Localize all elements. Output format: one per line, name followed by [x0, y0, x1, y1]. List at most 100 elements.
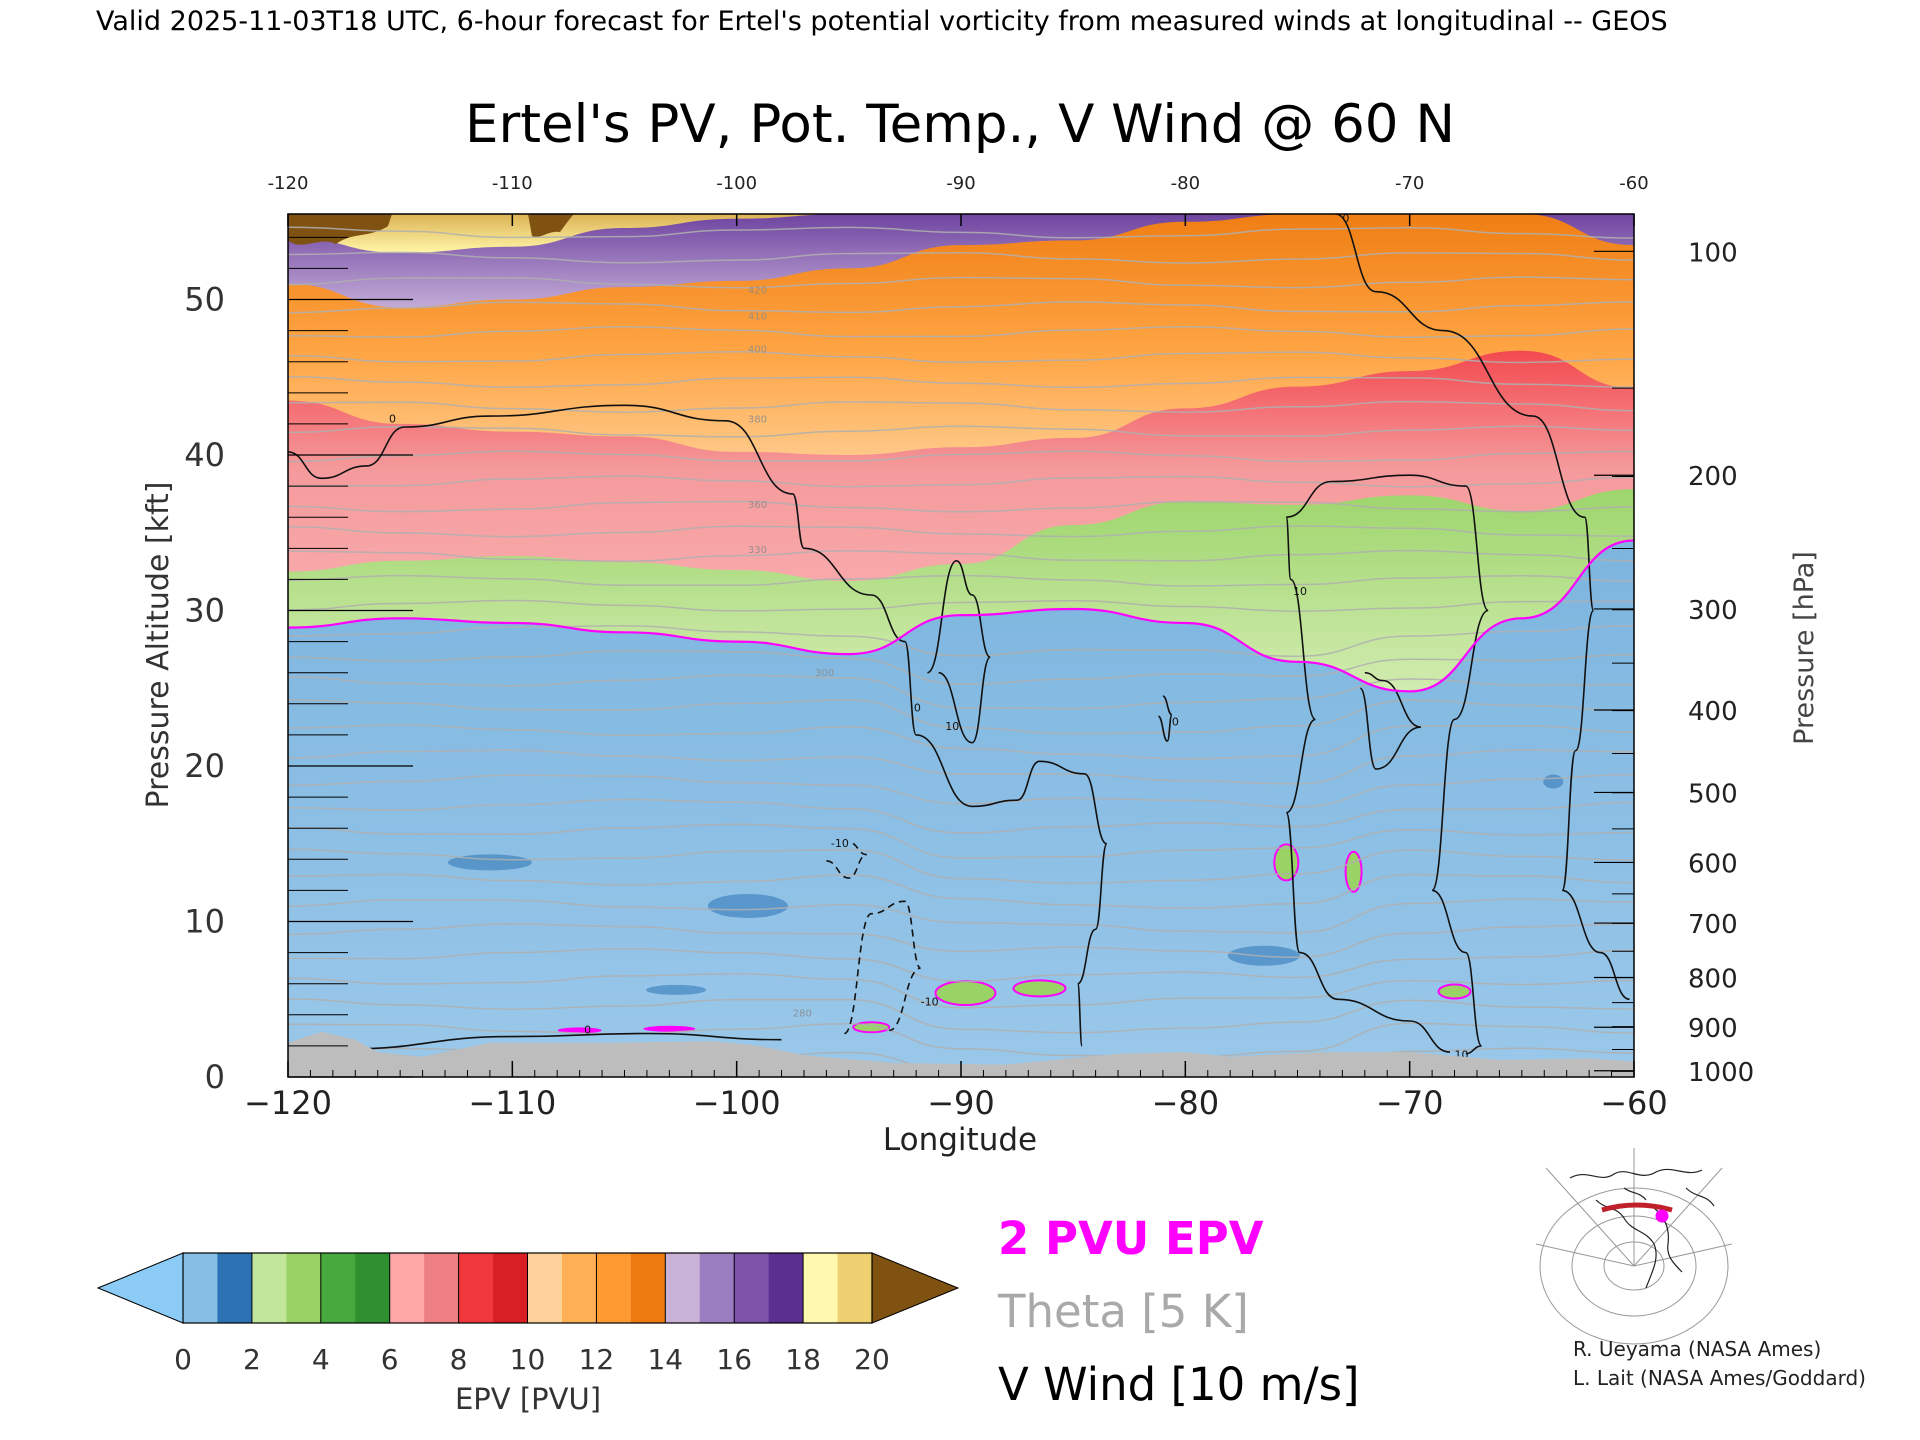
colorbar-segment	[596, 1253, 632, 1323]
pv2-contour	[288, 539, 1634, 693]
y-axis-label-right: Pressure [hPa]	[1789, 551, 1820, 745]
colorbar-segment	[458, 1253, 494, 1323]
v-wind-contour	[344, 1032, 782, 1050]
colorbar-tick-label: 4	[312, 1343, 330, 1376]
colorbar-segment	[527, 1253, 563, 1323]
low-pv-area	[646, 984, 707, 995]
colorbar-tick-label: 0	[174, 1343, 192, 1376]
x-axis-label: Longitude	[883, 1122, 1037, 1158]
x-top-tick-label: -70	[1395, 173, 1424, 194]
y-right-tick-label: 800	[1688, 964, 1738, 994]
y-right-tick-label: 900	[1688, 1014, 1738, 1044]
theta-contour	[288, 276, 1634, 289]
low-pv-area	[707, 893, 788, 918]
theta-contour	[288, 749, 1634, 785]
colorbar-segment	[183, 1253, 218, 1323]
v-wind-contour	[1286, 474, 1489, 1055]
theta-contour	[288, 574, 1634, 587]
colorbar-tick-label: 10	[510, 1343, 546, 1376]
y-right-tick-label: 300	[1688, 596, 1738, 626]
theta-contour	[288, 251, 1634, 264]
colorbar-segment	[768, 1253, 804, 1323]
v-wind-contour	[1285, 516, 1451, 1053]
theta-contour	[288, 350, 1634, 364]
theta-label: 420	[748, 285, 767, 296]
x-tick-label: −80	[1152, 1084, 1220, 1122]
theta-contour	[288, 823, 1634, 859]
y-right-tick-label: 100	[1688, 238, 1738, 268]
colorbar-segment	[424, 1253, 460, 1323]
colorbar-segment	[217, 1253, 253, 1323]
pv-blob	[1012, 979, 1067, 998]
theta-contour	[288, 898, 1634, 934]
theta-contour	[288, 450, 1634, 463]
v-wind-contour	[1157, 695, 1173, 742]
v-wind-label: 0	[1342, 212, 1349, 225]
colorbar-under-arrow	[96, 1252, 184, 1324]
x-tick-label: −110	[468, 1084, 556, 1122]
theta-contour	[288, 1022, 1634, 1058]
terrain-mask	[288, 1031, 1634, 1077]
legend: 2 PVU EPV Theta [5 K] V Wind [10 m/s]	[997, 1212, 1360, 1411]
theta-label: 400	[748, 344, 767, 355]
low-pv-area	[1543, 774, 1564, 789]
v-wind-contour	[826, 841, 868, 879]
x-top-tick-label: -110	[492, 173, 533, 194]
colorbar-tick-label: 14	[647, 1343, 683, 1376]
v-wind-contour	[1335, 214, 1630, 1001]
theta-contour	[288, 549, 1634, 562]
x-top-tick-label: -60	[1619, 173, 1648, 194]
pv-blob	[1437, 983, 1472, 1000]
colorbar-segment	[355, 1253, 391, 1323]
theta-contour	[288, 425, 1634, 438]
v-wind-contour	[1359, 671, 1422, 770]
theta-label: 330	[748, 545, 767, 556]
colorbar-tick-label: 8	[450, 1343, 468, 1376]
theta-contour	[288, 624, 1634, 658]
colorbar-over-arrow	[871, 1252, 960, 1324]
y-right-tick-label: 600	[1688, 849, 1738, 879]
theta-label: 360	[748, 500, 767, 511]
v-wind-label: 10	[1293, 585, 1307, 598]
theta-contour	[288, 873, 1634, 909]
colorbar-segment	[699, 1253, 735, 1323]
colorbar-frame	[182, 1252, 873, 1324]
v-wind-label: 0	[584, 1023, 591, 1036]
credit-line-2: L. Lait (NASA Ames/Goddard)	[1573, 1366, 1866, 1390]
x-tick-label: −60	[1600, 1084, 1668, 1122]
theta-contour	[288, 375, 1634, 389]
colorbar-segment	[320, 1253, 356, 1323]
colorbar-segment	[251, 1253, 287, 1323]
y-tick-label: 50	[184, 281, 225, 319]
inset-map	[1535, 1148, 1733, 1345]
v-wind-label: 10	[945, 720, 959, 733]
x-top-tick-label: -90	[946, 173, 975, 194]
colorbar-tick-label: 2	[243, 1343, 261, 1376]
epv-colorbar: 0 2 4 6 8 10 12 14 16 18 20	[96, 1252, 960, 1376]
colorbar-segment	[665, 1253, 701, 1323]
theta-contour	[288, 923, 1634, 958]
colorbar-tick-label: 18	[785, 1343, 821, 1376]
x-top-tick-label: -120	[268, 173, 309, 194]
theta-contour	[288, 475, 1634, 488]
colorbar-segment	[286, 1253, 322, 1323]
theta-label: 410	[748, 312, 767, 323]
band-pv-18-20	[288, 214, 1634, 253]
v-wind-contour	[843, 900, 922, 1035]
colorbar-segment	[837, 1253, 873, 1323]
y-tick-label: 30	[184, 592, 225, 630]
colorbar-segment	[630, 1253, 666, 1323]
legend-vwind: V Wind [10 m/s]	[998, 1358, 1360, 1411]
colorbar-segment	[561, 1253, 597, 1323]
theta-label: 380	[748, 414, 767, 425]
pv-blob	[934, 980, 997, 1007]
colorbar-label: EPV [PVU]	[455, 1382, 601, 1416]
legend-theta: Theta [5 K]	[997, 1285, 1249, 1338]
y-right-tick-label: 700	[1688, 910, 1738, 940]
legend-pv2: 2 PVU EPV	[998, 1212, 1264, 1265]
y-right-tick-label: 1000	[1688, 1058, 1754, 1088]
x-top-tick-label: -80	[1171, 173, 1200, 194]
theta-contour	[288, 599, 1634, 612]
